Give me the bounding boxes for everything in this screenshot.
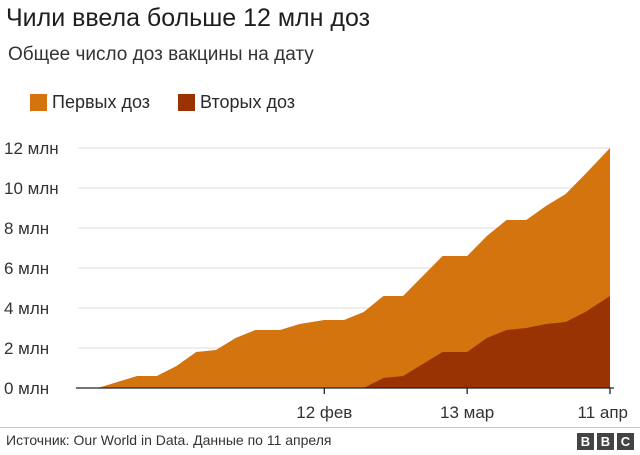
area-series-second-dose — [78, 296, 610, 388]
footer-divider — [0, 427, 640, 428]
bbc-logo-letter-3: C — [617, 433, 634, 450]
source-note: Источник: Our World in Data. Данные по 1… — [6, 432, 332, 448]
bbc-logo-letter-2: B — [597, 433, 614, 450]
legend-label-first-dose: Первых доз — [52, 92, 151, 112]
bbc-logo: B B C — [574, 433, 634, 450]
legend-item-first-dose: Первых доз — [30, 92, 150, 113]
area-chart: 0 млн 2 млн 4 млн 6 млн 8 млн 10 млн 12 млн 12 … — [4, 139, 629, 422]
legend-item-second-dose: Вторых доз — [178, 92, 295, 113]
legend-label-second-dose: Вторых доз — [200, 92, 296, 112]
legend: Первых доз Вторых доз — [30, 92, 323, 113]
legend-swatch-second-dose — [178, 94, 196, 111]
y-tick-label-2: 2 млн — [4, 339, 49, 358]
y-tick-label-0: 0 млн — [4, 379, 49, 398]
y-tick-label-6: 6 млн — [4, 259, 49, 278]
y-tick-label-4: 4 млн — [4, 299, 49, 318]
area-series-first-dose — [78, 148, 610, 388]
chart-title: Чили ввела больше 12 млн доз — [6, 4, 371, 32]
x-tick-label-2021-04-11: 11 апр — [578, 403, 629, 422]
y-tick-label-10: 10 млн — [4, 179, 59, 198]
x-tick-label-2021-02-12: 12 фев — [296, 403, 352, 422]
bbc-logo-letter-1: B — [577, 433, 594, 450]
y-tick-label-12: 12 млн — [4, 139, 59, 158]
chart-subtitle: Общее число доз вакцины на дату — [8, 44, 314, 65]
legend-swatch-first-dose — [30, 94, 47, 111]
x-tick-label-2021-03-13: 13 мар — [440, 403, 494, 422]
y-tick-label-8: 8 млн — [4, 219, 49, 238]
